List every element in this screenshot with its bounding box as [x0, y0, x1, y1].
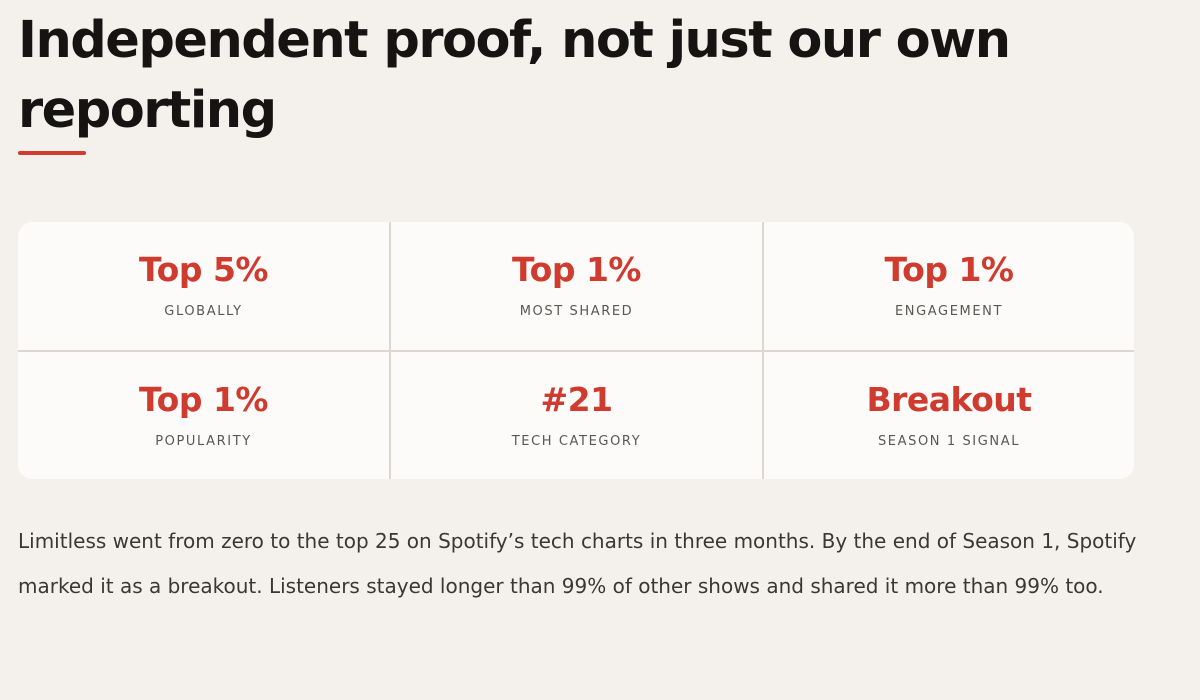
- stat-cell-globally: Top 5% GLOBALLY: [18, 222, 389, 350]
- stat-label: GLOBALLY: [164, 304, 243, 319]
- stat-value: Top 1%: [139, 380, 268, 419]
- stats-card: Top 5% GLOBALLY Top 1% MOST SHARED Top 1…: [18, 222, 1134, 479]
- stat-label: SEASON 1 SIGNAL: [877, 434, 1021, 449]
- stat-value: Top 1%: [512, 250, 641, 289]
- stat-label: POPULARITY: [155, 434, 252, 449]
- section-heading: Independent proof, not just our own repo…: [18, 11, 1011, 140]
- stat-cell-popularity: Top 1% POPULARITY: [18, 350, 389, 479]
- stat-cell-engagement: Top 1% ENGAGEMENT: [762, 222, 1134, 350]
- stat-value: Top 5%: [139, 250, 268, 289]
- stat-value: Top 1%: [884, 250, 1014, 289]
- stat-label: MOST SHARED: [519, 304, 634, 319]
- stat-value: #21: [540, 380, 613, 419]
- stat-cell-most-shared: Top 1% MOST SHARED: [389, 222, 762, 350]
- accent-underline: [18, 151, 86, 155]
- stat-label: ENGAGEMENT: [894, 304, 1004, 319]
- stat-value: Breakout: [866, 380, 1032, 419]
- stat-cell-season-signal: Breakout SEASON 1 SIGNAL: [762, 350, 1134, 479]
- stat-cell-tech-category: #21 TECH CATEGORY: [389, 350, 762, 479]
- stat-label: TECH CATEGORY: [511, 434, 642, 449]
- summary-paragraph: Limitless went from zero to the top 25 o…: [18, 529, 1137, 598]
